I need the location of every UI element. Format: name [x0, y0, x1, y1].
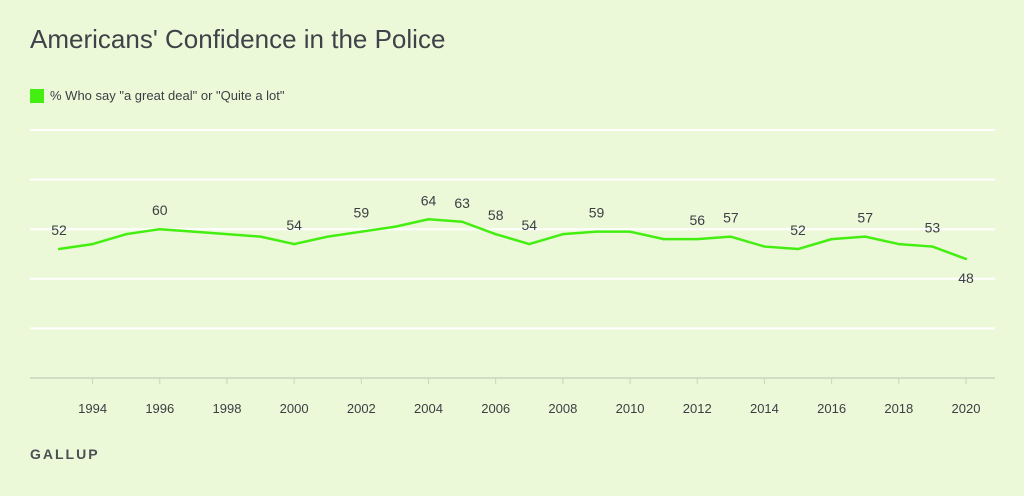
x-tick-label: 2014 [750, 401, 779, 416]
chart-title: Americans' Confidence in the Police [30, 24, 446, 54]
data-label: 57 [723, 210, 739, 226]
data-point [158, 228, 161, 231]
x-tick-label: 2018 [884, 401, 913, 416]
data-point [931, 245, 934, 248]
data-point [91, 242, 94, 246]
data-point [57, 247, 61, 251]
data-label: 64 [421, 192, 437, 208]
data-point [494, 232, 497, 236]
gallup-logo: GALLUP [30, 446, 100, 462]
data-point [696, 237, 699, 241]
data-point [864, 235, 867, 238]
data-label: 59 [354, 205, 370, 221]
data-point [595, 230, 598, 233]
data-point [796, 247, 800, 251]
x-tick-label: 1994 [78, 401, 107, 416]
x-tick-label: 2006 [481, 401, 510, 416]
data-label: 52 [51, 222, 67, 238]
data-label: 57 [857, 210, 873, 226]
data-label: 60 [152, 202, 168, 218]
x-tick-label: 1998 [213, 401, 242, 416]
data-label: 58 [488, 207, 504, 223]
data-point [124, 232, 128, 236]
x-tick-label: 2000 [280, 401, 309, 416]
x-tick-label: 2010 [616, 401, 645, 416]
data-point [729, 235, 733, 238]
x-tick-label: 2020 [952, 401, 981, 416]
data-point [460, 220, 464, 223]
x-tick-label: 1996 [145, 401, 174, 416]
legend-swatch [30, 88, 44, 103]
data-label: 56 [689, 212, 705, 228]
data-point [192, 230, 195, 233]
data-point [561, 232, 565, 236]
data-label: 48 [958, 270, 974, 286]
data-label: 59 [589, 205, 605, 221]
data-point [662, 237, 665, 241]
data-label: 63 [454, 195, 470, 211]
data-label: 54 [522, 217, 538, 233]
data-point [292, 242, 296, 246]
x-tick-label: 2016 [817, 401, 846, 416]
series-line [58, 218, 967, 261]
data-label: 53 [925, 220, 941, 236]
x-tick-label: 2008 [548, 401, 577, 416]
x-tick-label: 2002 [347, 401, 376, 416]
data-point [763, 245, 766, 248]
data-point [528, 242, 531, 246]
data-point [897, 242, 901, 246]
data-label: 54 [286, 217, 302, 233]
x-tick-label: 2004 [414, 401, 443, 416]
data-point [259, 235, 262, 238]
data-label: 52 [790, 222, 806, 238]
data-point [964, 257, 968, 261]
data-point [326, 235, 329, 238]
legend: % Who say "a great deal" or "Quite a lot… [30, 88, 285, 103]
data-point [360, 230, 363, 233]
data-point [225, 232, 229, 236]
x-tick-label: 2012 [683, 401, 712, 416]
data-point [830, 237, 833, 241]
data-point [427, 218, 430, 221]
data-point [628, 230, 632, 233]
legend-label: % Who say "a great deal" or "Quite a lot… [50, 88, 285, 103]
data-point [393, 225, 397, 228]
